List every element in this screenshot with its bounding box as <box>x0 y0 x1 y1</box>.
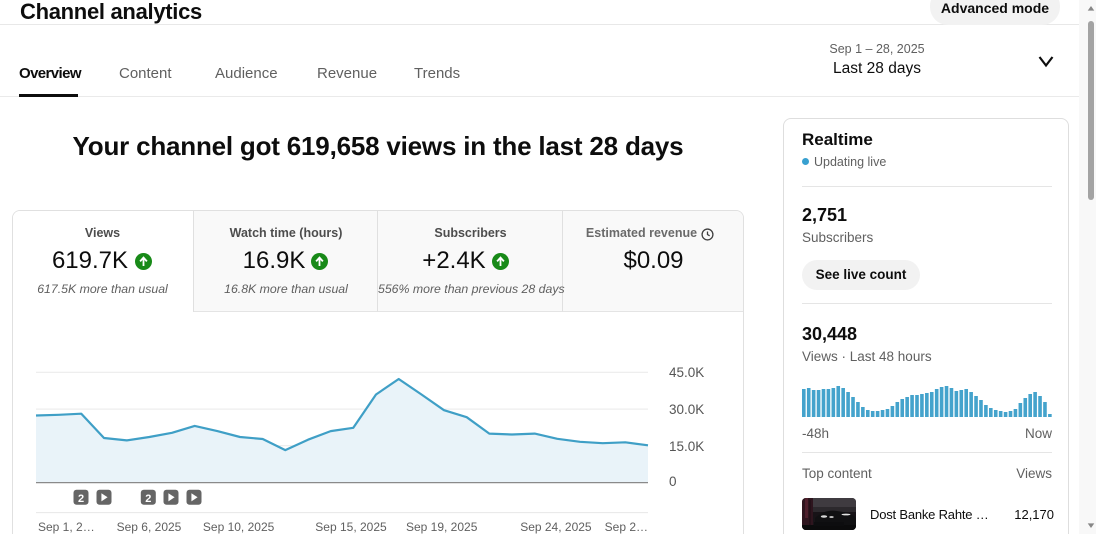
svg-text:2: 2 <box>78 493 84 505</box>
svg-text:Sep 19, 2025: Sep 19, 2025 <box>406 520 478 534</box>
svg-text:Sep 24, 2025: Sep 24, 2025 <box>520 520 592 534</box>
svg-text:Sep 1, 2…: Sep 1, 2… <box>38 520 95 534</box>
svg-text:Sep 6, 2025: Sep 6, 2025 <box>117 520 182 534</box>
svg-text:Sep 10, 2025: Sep 10, 2025 <box>203 520 275 534</box>
svg-text:Sep 2…: Sep 2… <box>605 520 648 534</box>
svg-text:Sep 15, 2025: Sep 15, 2025 <box>315 520 387 534</box>
svg-text:2: 2 <box>145 493 151 505</box>
